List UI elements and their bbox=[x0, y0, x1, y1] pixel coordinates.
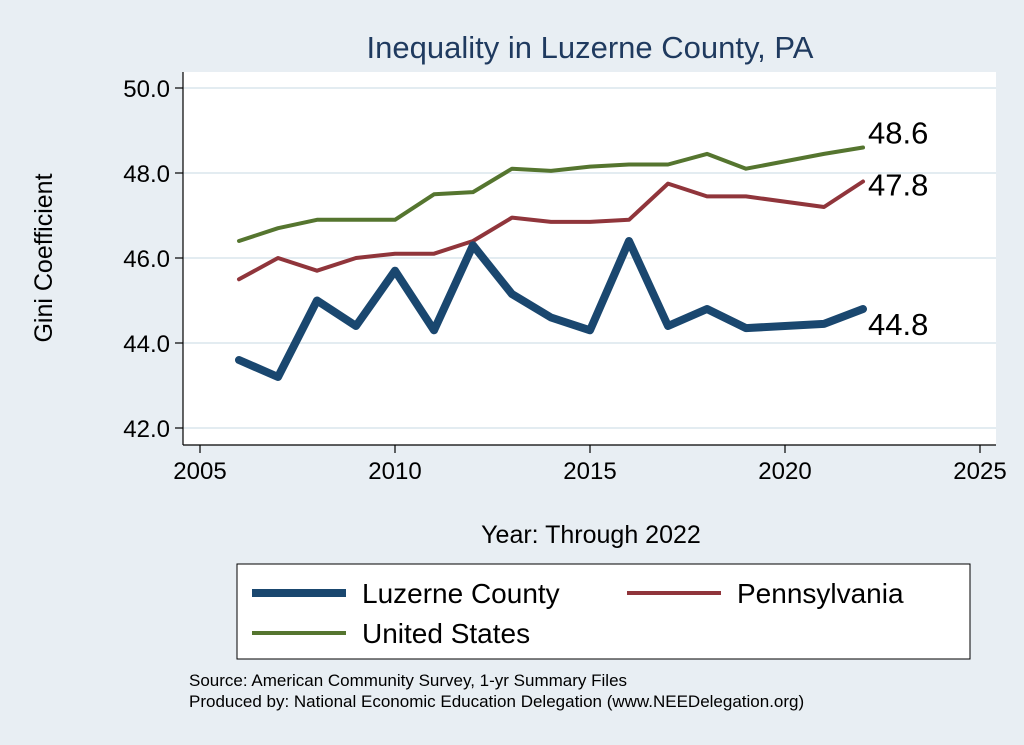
grid bbox=[183, 87, 996, 429]
y-axis-title: Gini Coefficient bbox=[30, 173, 58, 342]
legend-label-luzerne-county: Luzerne County bbox=[362, 578, 560, 609]
axes: 42.0 44.0 46.0 48.0 50.0 2005 2010 2015 2020 2025 bbox=[123, 72, 1007, 485]
x-tick-label: 2015 bbox=[563, 458, 616, 485]
chart-title: Inequality in Luzerne County, PA bbox=[367, 30, 814, 65]
y-tick-label: 50.0 bbox=[123, 76, 170, 103]
legend-label-united-states: United States bbox=[362, 618, 530, 649]
x-tick-label: 2025 bbox=[953, 458, 1006, 485]
y-tick-label: 48.0 bbox=[123, 161, 170, 188]
end-label-pennsylvania: 47.8 bbox=[868, 168, 928, 203]
legend: Luzerne County Pennsylvania United States bbox=[252, 578, 904, 649]
x-axis-title: Year: Through 2022 bbox=[481, 521, 701, 549]
series-lines bbox=[235, 145, 867, 381]
end-label-united-states: 48.6 bbox=[868, 116, 928, 151]
end-labels: 44.8 47.8 48.6 bbox=[868, 116, 928, 343]
x-tick-label: 2010 bbox=[368, 458, 421, 485]
series-line-pennsylvania bbox=[237, 179, 865, 282]
legend-label-pennsylvania: Pennsylvania bbox=[737, 578, 904, 609]
source-note: Source: American Community Survey, 1-yr … bbox=[189, 671, 628, 690]
legend-box bbox=[236, 563, 971, 660]
end-label-luzerne-county: 44.8 bbox=[868, 307, 928, 342]
series-line-luzerne-county bbox=[235, 237, 867, 381]
x-tick-label: 2020 bbox=[758, 458, 811, 485]
y-tick-label: 42.0 bbox=[123, 416, 170, 443]
y-tick-label: 46.0 bbox=[123, 246, 170, 273]
y-tick-label: 44.0 bbox=[123, 331, 170, 358]
producer-note: Produced by: National Economic Education… bbox=[189, 692, 805, 711]
series-line-united-states bbox=[237, 145, 865, 243]
x-tick-label: 2005 bbox=[173, 458, 226, 485]
